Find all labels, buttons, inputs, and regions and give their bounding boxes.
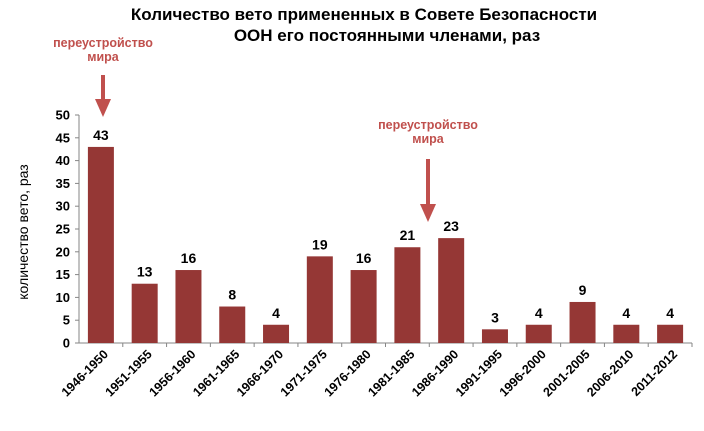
x-tick-label: 1961-1965 — [190, 347, 242, 399]
x-tick-label: 1946-1950 — [59, 347, 111, 399]
bar — [263, 324, 290, 343]
data-label: 8 — [228, 287, 236, 303]
annotation-text: мира — [412, 132, 445, 146]
chart-title-line-2: ООН его постоянными членами, раз — [234, 26, 540, 45]
y-tick-label: 5 — [63, 313, 70, 328]
bar — [569, 301, 596, 343]
annotation-text: мира — [87, 50, 120, 64]
bar — [175, 270, 202, 343]
data-label: 3 — [491, 309, 499, 325]
bar — [350, 270, 377, 343]
plot-area: 05101520253035404550431946-1950131951-19… — [53, 36, 693, 399]
y-tick-label: 40 — [56, 153, 70, 168]
bar — [87, 146, 114, 343]
x-tick-label: 1971-1975 — [278, 347, 330, 399]
data-label: 43 — [93, 127, 109, 143]
x-tick-label: 1951-1955 — [103, 347, 155, 399]
annotation-arrow-head — [95, 99, 111, 117]
annotation-arrow-head — [420, 204, 436, 222]
x-tick-label: 2006-2010 — [584, 347, 636, 399]
x-tick-label: 1991-1995 — [453, 347, 505, 399]
data-label: 9 — [579, 282, 587, 298]
y-tick-label: 20 — [56, 244, 70, 259]
bar — [438, 238, 465, 343]
y-axis-label: количество вето, раз — [15, 164, 31, 299]
data-label: 4 — [535, 305, 543, 321]
bar — [219, 306, 246, 343]
data-label: 16 — [181, 250, 197, 266]
y-tick-label: 15 — [56, 267, 70, 282]
chart-title-line-1: Количество вето примененных в Совете Без… — [131, 5, 597, 24]
bar — [481, 329, 508, 343]
data-label: 4 — [666, 305, 674, 321]
data-label: 4 — [272, 305, 280, 321]
y-tick-label: 50 — [56, 108, 70, 123]
x-tick-label: 1956-1960 — [146, 347, 198, 399]
y-tick-label: 30 — [56, 199, 70, 214]
x-tick-label: 1976-1980 — [322, 347, 374, 399]
y-tick-label: 0 — [63, 336, 70, 351]
bar — [525, 324, 552, 343]
y-tick-label: 45 — [56, 130, 70, 145]
data-label: 16 — [356, 250, 372, 266]
data-label: 13 — [137, 264, 153, 280]
data-label: 23 — [443, 218, 459, 234]
annotation-text: переустройство — [53, 36, 153, 50]
bar — [131, 283, 158, 343]
y-tick-label: 35 — [56, 176, 70, 191]
bar — [657, 324, 684, 343]
x-tick-label: 1966-1970 — [234, 347, 286, 399]
x-tick-label: 2011-2012 — [629, 347, 681, 399]
x-tick-label: 2001-2005 — [540, 347, 592, 399]
bar — [306, 256, 333, 343]
bar — [613, 324, 640, 343]
data-label: 19 — [312, 236, 328, 252]
x-tick-label: 1986-1990 — [409, 347, 461, 399]
y-tick-label: 10 — [56, 290, 70, 305]
data-label: 4 — [622, 305, 630, 321]
data-label: 21 — [400, 227, 416, 243]
bar — [394, 247, 421, 343]
x-tick-label: 1996-2000 — [497, 347, 549, 399]
y-tick-label: 25 — [56, 222, 70, 237]
annotation-text: переустройство — [378, 118, 478, 132]
chart-title: Количество вето примененных в Совете Без… — [131, 5, 597, 45]
x-tick-label: 1981-1985 — [365, 347, 417, 399]
